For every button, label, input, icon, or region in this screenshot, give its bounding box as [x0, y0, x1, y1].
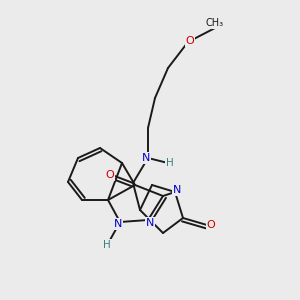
Text: O: O: [106, 170, 114, 180]
Text: N: N: [146, 218, 154, 228]
Text: O: O: [186, 36, 194, 46]
Text: N: N: [114, 219, 122, 229]
Text: O: O: [207, 220, 215, 230]
Text: N: N: [142, 153, 150, 163]
Text: H: H: [103, 240, 111, 250]
Text: N: N: [173, 185, 181, 195]
Text: CH₃: CH₃: [206, 18, 224, 28]
Text: H: H: [166, 158, 174, 168]
